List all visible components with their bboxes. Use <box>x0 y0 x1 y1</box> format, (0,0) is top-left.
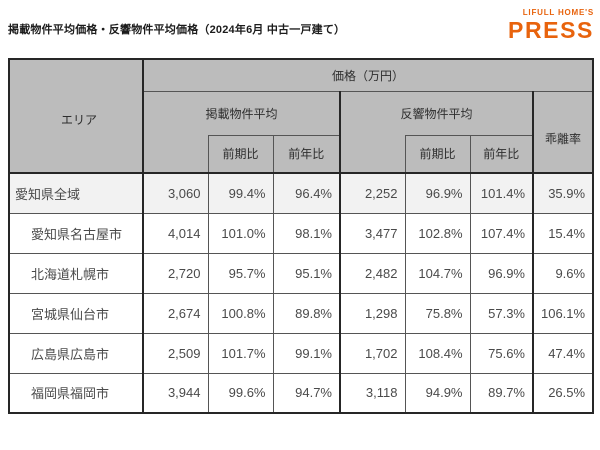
col-header-listed-spacer <box>142 135 209 174</box>
logo-brand-text: LIFULL HOME'S <box>522 8 594 17</box>
cell-response-avg: 3,118 <box>339 372 406 414</box>
cell-response-mom: 75.8% <box>404 292 471 334</box>
cell-listed-yoy: 98.1% <box>272 212 341 254</box>
cell-response-yoy: 89.7% <box>469 372 534 414</box>
header-row-2: 掲載物件平均 反響物件平均 乖離率 <box>9 90 594 174</box>
col-header-price-unit: 価格（万円） <box>142 58 594 92</box>
cell-listed-yoy: 99.1% <box>272 332 341 374</box>
cell-listed-avg: 2,509 <box>142 332 209 374</box>
cell-response-yoy: 107.4% <box>469 212 534 254</box>
cell-response-mom: 108.4% <box>404 332 471 374</box>
col-header-response-yoy: 前年比 <box>469 134 534 174</box>
cell-divergence: 15.4% <box>532 212 594 254</box>
cell-listed-yoy: 96.4% <box>272 172 341 214</box>
cell-area: 愛知県全域 <box>8 172 144 214</box>
cell-response-mom: 102.8% <box>404 212 471 254</box>
cell-listed-mom: 101.0% <box>207 212 274 254</box>
cell-response-yoy: 101.4% <box>469 172 534 214</box>
cell-divergence: 9.6% <box>532 252 594 294</box>
logo-press-text: PRESS <box>508 17 594 43</box>
cell-listed-avg: 3,060 <box>142 172 209 214</box>
price-table: エリア 価格（万円） 掲載物件平均 反響物件平均 乖離率 前期比 前年比 前期比… <box>8 58 595 414</box>
cell-response-yoy: 96.9% <box>469 252 534 294</box>
cell-listed-mom: 101.7% <box>207 332 274 374</box>
col-header-response-spacer <box>339 135 406 174</box>
cell-listed-mom: 99.4% <box>207 172 274 214</box>
cell-listed-avg: 2,674 <box>142 292 209 334</box>
col-header-area: エリア <box>8 58 144 174</box>
cell-listed-mom: 99.6% <box>207 372 274 414</box>
cell-response-mom: 94.9% <box>404 372 471 414</box>
cell-response-avg: 1,702 <box>339 332 406 374</box>
cell-divergence: 35.9% <box>532 172 594 214</box>
cell-response-yoy: 57.3% <box>469 292 534 334</box>
col-header-response-mom: 前期比 <box>404 134 471 174</box>
cell-listed-yoy: 89.8% <box>272 292 341 334</box>
cell-listed-mom: 95.7% <box>207 252 274 294</box>
col-header-listed-avg: 掲載物件平均 <box>142 90 341 135</box>
cell-divergence: 47.4% <box>532 332 594 374</box>
cell-divergence: 106.1% <box>532 292 594 334</box>
cell-area: 福岡県福岡市 <box>8 372 144 414</box>
table-row: 宮城県仙台市 2,674 100.8% 89.8% 1,298 75.8% 57… <box>8 292 594 334</box>
col-header-listed-mom: 前期比 <box>207 134 274 174</box>
page-title: 掲載物件平均価格・反響物件平均価格（2024年6月 中古一戸建て） <box>8 24 346 36</box>
cell-response-avg: 1,298 <box>339 292 406 334</box>
lifull-homes-press-logo: LIFULL HOME'S PRESS <box>508 9 594 42</box>
cell-area: 北海道札幌市 <box>8 252 144 294</box>
cell-response-avg: 2,252 <box>339 172 406 214</box>
cell-response-yoy: 75.6% <box>469 332 534 374</box>
cell-response-mom: 96.9% <box>404 172 471 214</box>
header-row-1: エリア 価格（万円） <box>8 58 594 174</box>
table-row: 愛知県名古屋市 4,014 101.0% 98.1% 3,477 102.8% … <box>8 212 594 254</box>
cell-listed-avg: 4,014 <box>142 212 209 254</box>
cell-listed-yoy: 95.1% <box>272 252 341 294</box>
table-row: 北海道札幌市 2,720 95.7% 95.1% 2,482 104.7% 96… <box>8 252 594 294</box>
cell-response-avg: 3,477 <box>339 212 406 254</box>
table-row: 愛知県全域 3,060 99.4% 96.4% 2,252 96.9% 101.… <box>8 172 594 214</box>
cell-area: 愛知県名古屋市 <box>8 212 144 254</box>
cell-response-avg: 2,482 <box>339 252 406 294</box>
table-row: 広島県広島市 2,509 101.7% 99.1% 1,702 108.4% 7… <box>8 332 594 374</box>
cell-divergence: 26.5% <box>532 372 594 414</box>
col-header-listed-yoy: 前年比 <box>272 134 341 174</box>
cell-area: 宮城県仙台市 <box>8 292 144 334</box>
cell-response-mom: 104.7% <box>404 252 471 294</box>
header-row-3: 前期比 前年比 前期比 前年比 <box>9 134 593 174</box>
col-header-response-avg: 反響物件平均 <box>339 90 534 135</box>
cell-listed-yoy: 94.7% <box>272 372 341 414</box>
cell-listed-avg: 2,720 <box>142 252 209 294</box>
col-header-divergence: 乖離率 <box>532 90 594 174</box>
cell-area: 広島県広島市 <box>8 332 144 374</box>
cell-listed-avg: 3,944 <box>142 372 209 414</box>
table-row: 福岡県福岡市 3,944 99.6% 94.7% 3,118 94.9% 89.… <box>8 372 594 414</box>
cell-listed-mom: 100.8% <box>207 292 274 334</box>
